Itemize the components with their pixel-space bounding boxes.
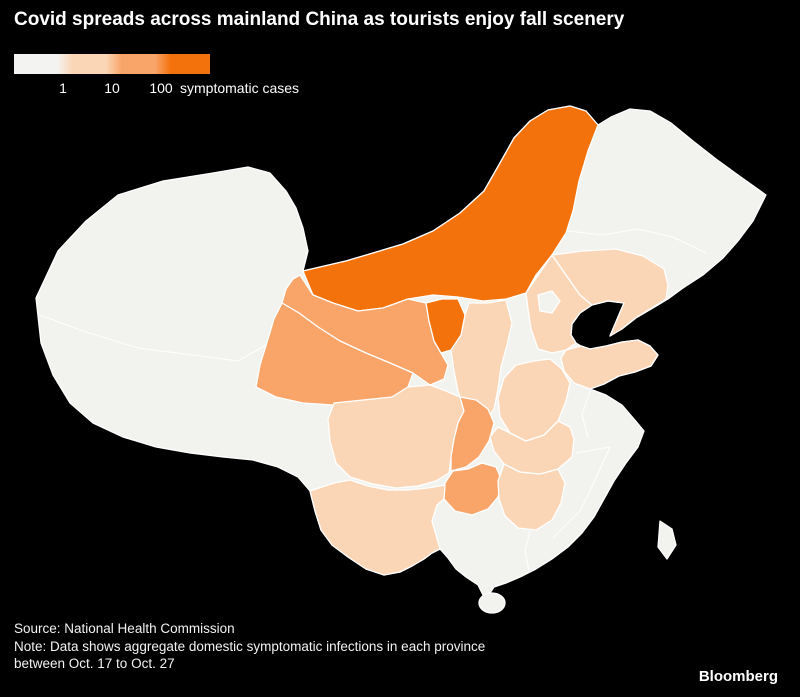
source-line: Source: National Health Commission xyxy=(14,621,235,636)
chart-title: Covid spreads across mainland China as t… xyxy=(14,9,625,30)
province-hainan xyxy=(478,592,506,614)
province-shandong xyxy=(560,339,659,390)
legend-tick-10: 10 xyxy=(104,80,120,96)
province-chongqing xyxy=(450,396,495,472)
island-taiwan xyxy=(657,520,677,560)
note-line-1: Note: Data shows aggregate domestic symp… xyxy=(14,639,486,654)
province-yunnan xyxy=(309,479,446,576)
province-ningxia xyxy=(425,298,466,354)
province-sichuan xyxy=(327,384,465,489)
china-choropleth-map xyxy=(35,105,767,614)
legend-unit-label: symptomatic cases xyxy=(180,80,300,96)
legend-tick-1: 1 xyxy=(59,80,67,96)
note-line-2: between Oct. 17 to Oct. 27 xyxy=(14,656,175,671)
legend-color-scale xyxy=(14,54,210,74)
bloomberg-logo: Bloomberg xyxy=(698,668,778,685)
province-borders xyxy=(39,228,707,572)
legend-tick-100: 100 xyxy=(149,80,173,96)
province-shaanxi xyxy=(450,299,513,422)
province-liaoning xyxy=(551,248,669,337)
province-henan xyxy=(497,358,571,442)
province-inner-mongolia xyxy=(302,105,599,312)
province-beijing xyxy=(537,290,561,314)
